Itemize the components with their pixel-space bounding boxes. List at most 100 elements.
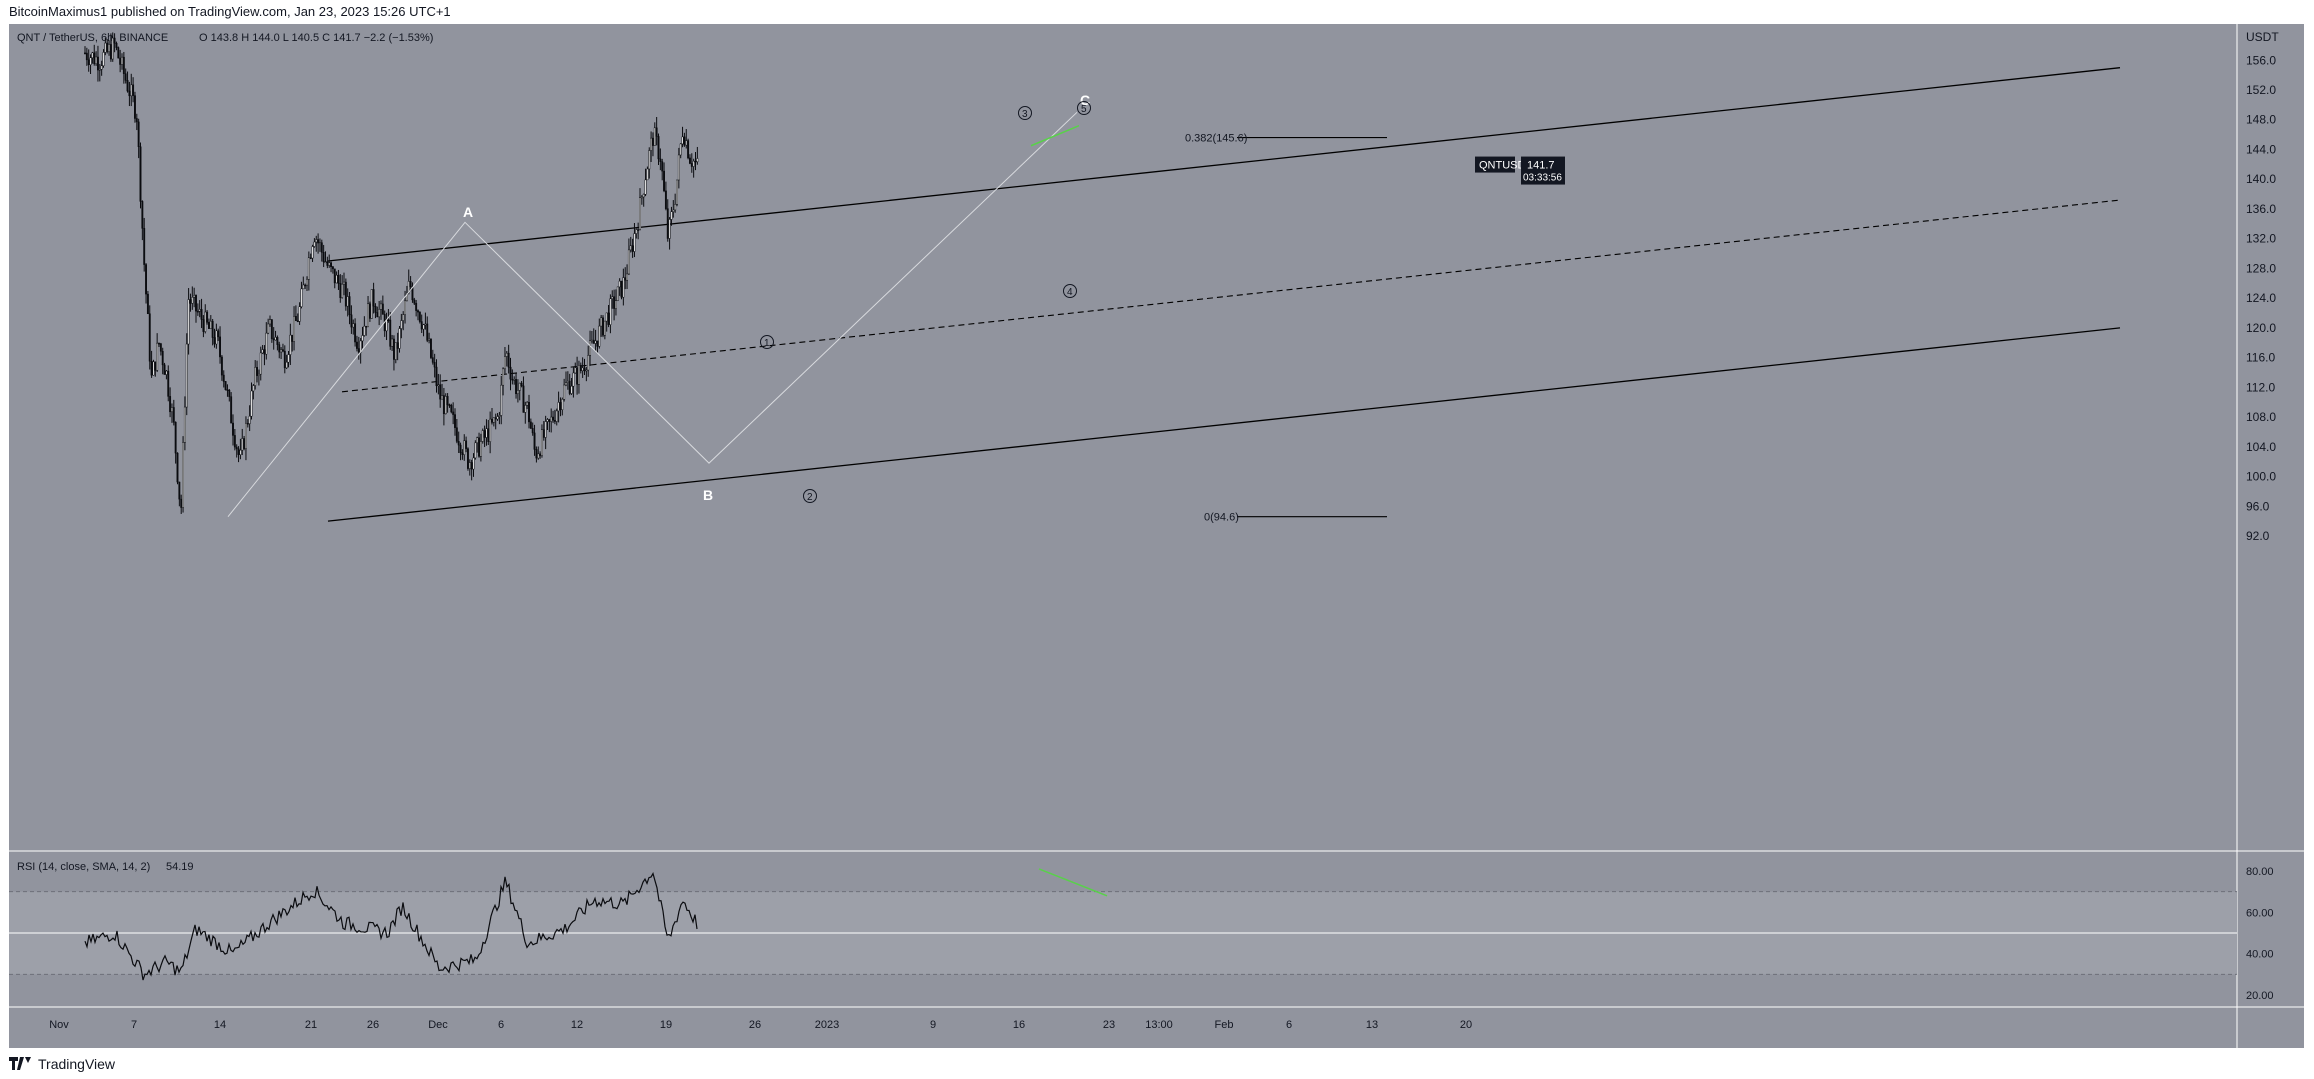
candle-body [611, 296, 614, 299]
candle-body [450, 405, 453, 413]
candle-body [526, 401, 529, 406]
wave-label-5: 5 [1081, 104, 1087, 115]
candle-body [648, 150, 651, 170]
candle-body [452, 411, 455, 415]
candle-body [683, 136, 686, 146]
candle-body [413, 299, 416, 304]
candle-body [666, 208, 669, 239]
candle-body [620, 280, 623, 298]
candle-body [664, 190, 667, 209]
candle-body [496, 416, 499, 420]
candle-body [461, 452, 464, 455]
price-badge-bg [1521, 156, 1565, 185]
candle-body [589, 340, 591, 356]
candle-body [511, 378, 514, 381]
candle-body [579, 365, 582, 371]
candle-body [659, 158, 662, 162]
wave-label-C: C [1080, 92, 1090, 108]
candle-body [426, 323, 429, 341]
candle-body [239, 449, 242, 455]
candle-body [220, 356, 223, 376]
candle-body [121, 56, 123, 65]
candle-body [465, 440, 468, 449]
candle-body [561, 399, 564, 410]
candle-body [282, 349, 284, 352]
candle-body [657, 136, 660, 160]
price-badge-value: 141.7 [1527, 160, 1555, 172]
publisher-header: BitcoinMaximus1 published on TradingView… [9, 4, 451, 19]
candle-body [357, 348, 360, 353]
candle-body [587, 355, 590, 371]
candle-body [285, 361, 288, 369]
candle-body [690, 163, 693, 167]
candle-body [141, 201, 144, 229]
candle-body [109, 44, 112, 60]
candle-body [370, 289, 373, 319]
candle-body [592, 339, 595, 344]
candle-body [598, 325, 601, 347]
candle-body [306, 279, 308, 286]
candle-body [335, 274, 338, 284]
time-axis-label: 6 [1286, 1019, 1292, 1031]
candle-body [330, 262, 333, 268]
candle-body [167, 370, 170, 397]
rsi-tick-label: 80.00 [2246, 866, 2274, 878]
candle-body [228, 389, 231, 397]
candle-body [679, 143, 682, 156]
candle-body [254, 367, 257, 386]
price-scale-currency: USDT [2246, 30, 2279, 44]
candle-body [479, 441, 482, 457]
candle-body [191, 297, 194, 304]
candle-body [313, 241, 316, 247]
candle-body [132, 84, 135, 96]
candle-body [343, 281, 345, 285]
candle-body [122, 56, 125, 74]
candle-body [307, 257, 310, 280]
candle-body [176, 452, 179, 483]
candle-body [252, 385, 255, 392]
candle-body [476, 437, 479, 444]
wave-circle-2 [803, 489, 817, 503]
time-axis-label: 13:00 [1145, 1019, 1173, 1031]
candle-body [572, 372, 575, 387]
candle-body [409, 281, 412, 287]
candle-body [467, 448, 469, 469]
candle-body [524, 405, 527, 413]
price-badge-countdown: 03:33:56 [1523, 173, 1562, 184]
candle-body [169, 396, 172, 413]
candle-body [368, 303, 371, 319]
candle-body [311, 246, 314, 259]
channel-upper-line [327, 67, 2121, 262]
time-axis-label: 9 [930, 1019, 936, 1031]
chart-pane[interactable]: USDT 156.0 152.0 148.0 144.0 140.0 136.0 132.0 1… [9, 24, 2304, 1048]
candle-body [613, 296, 616, 309]
candle-body [331, 266, 334, 270]
candle-body [491, 418, 493, 423]
chart-svg[interactable]: USDT 156.0 152.0 148.0 144.0 140.0 136.0 132.0 1… [9, 24, 2304, 1048]
candle-body [417, 310, 419, 313]
candle-body [670, 211, 673, 220]
candle-body [283, 350, 286, 369]
time-axis-label: 13 [1366, 1019, 1378, 1031]
candle-body [98, 68, 101, 71]
candle-body [206, 311, 209, 323]
candle-body [405, 292, 408, 302]
time-axis-label: 20 [1460, 1019, 1472, 1031]
candle-body [555, 410, 558, 422]
candle-body [235, 446, 238, 450]
candle-body [134, 95, 136, 119]
candle-body [661, 161, 664, 172]
candle-body [217, 330, 220, 338]
candle-body [320, 242, 323, 253]
candle-body [257, 373, 260, 376]
candle-body [570, 385, 573, 394]
candle-body [158, 342, 160, 345]
rsi-divergence-line [1038, 868, 1108, 897]
candle-body [437, 384, 440, 387]
ohlc-legend: O 143.8 H 144.0 L 140.5 C 141.7 −2.2 (−1… [199, 32, 433, 44]
candle-body [293, 315, 296, 342]
candle-body [130, 84, 133, 97]
price-tick-label: 104.0 [2246, 440, 2276, 454]
price-tick-label: 108.0 [2246, 410, 2276, 424]
candle-body [211, 320, 214, 338]
